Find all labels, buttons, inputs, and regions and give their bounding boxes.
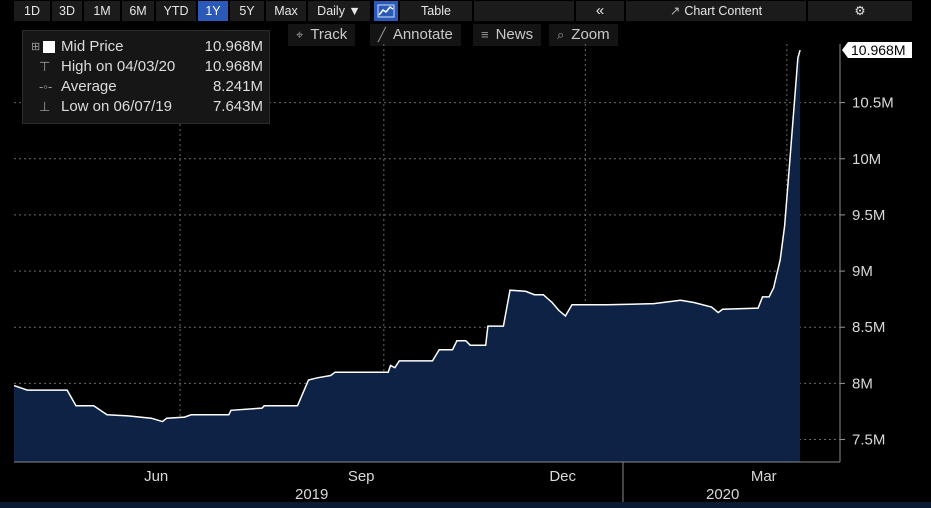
average-marker-icon: -◦-	[39, 79, 53, 94]
range-6m-button[interactable]: 6M	[122, 1, 154, 21]
x-tick-label: Sep	[348, 468, 375, 485]
news-label: News	[495, 26, 534, 43]
chart-content-button[interactable]: ↗ Chart Content	[626, 1, 806, 21]
chart-content-icon: ↗	[669, 4, 681, 18]
legend-row-mid-price[interactable]: ⊞ Mid Price 10.968M	[23, 37, 269, 57]
range-5y-button[interactable]: 5Y	[230, 1, 264, 21]
high-marker-icon: ⊤	[39, 59, 51, 74]
line-chart-icon[interactable]	[374, 1, 398, 21]
legend-label-average: Average	[61, 78, 117, 95]
y-tick-label: 10M	[852, 151, 881, 168]
legend-value-low: 7.643M	[212, 98, 263, 115]
legend-label-low: Low on 06/07/19	[61, 98, 172, 115]
range-3d-button[interactable]: 3D	[52, 1, 82, 21]
year-label-2019: 2019	[295, 486, 328, 503]
bottom-strip	[0, 502, 931, 508]
y-tick-label: 7.5M	[852, 432, 885, 449]
zoom-label: Zoom	[571, 26, 610, 43]
legend-swatch	[43, 41, 55, 53]
range-ytd-button[interactable]: YTD	[156, 1, 196, 21]
range-max-button[interactable]: Max	[266, 1, 306, 21]
range-1d-button[interactable]: 1D	[14, 1, 50, 21]
y-tick-label: 10.5M	[852, 95, 894, 112]
y-tick-label: 9M	[852, 263, 873, 280]
crosshair-icon: ⌖	[296, 27, 304, 42]
annotate-tool[interactable]: ╱ Annotate	[370, 24, 461, 46]
price-area-fill	[14, 50, 801, 462]
gear-icon[interactable]: ⚙	[808, 1, 912, 21]
legend-panel: ⊞ Mid Price 10.968M ⊤ High on 04/03/20 1…	[22, 30, 270, 124]
y-tick-label: 9.5M	[852, 207, 885, 224]
news-icon: ≡	[481, 27, 489, 42]
table-button[interactable]: Table	[400, 1, 472, 21]
track-tool[interactable]: ⌖ Track	[288, 24, 356, 46]
legend-label-mid: Mid Price	[61, 38, 124, 55]
legend-row-average: -◦- Average 8.241M	[23, 77, 269, 97]
zoom-icon: ⌕	[557, 27, 565, 42]
legend-row-low: ⊥ Low on 06/07/19 7.643M	[23, 97, 269, 117]
x-tick-label: Dec	[549, 468, 576, 485]
y-tick-label: 8.5M	[852, 319, 885, 336]
low-marker-icon: ⊥	[39, 99, 51, 114]
legend-value-high: 10.968M	[204, 58, 263, 75]
pencil-icon: ╱	[378, 27, 386, 42]
legend-row-high: ⊤ High on 04/03/20 10.968M	[23, 57, 269, 77]
toolbar-spacer	[474, 1, 574, 21]
x-tick-label: Mar	[751, 468, 777, 485]
y-tick-label: 8M	[852, 375, 873, 392]
period-dropdown[interactable]: Daily ▼	[308, 1, 370, 21]
legend-value-mid: 10.968M	[204, 38, 263, 55]
annotate-label: Annotate	[392, 26, 453, 43]
top-toolbar: 1D 3D 1M 6M YTD 1Y 5Y Max Daily ▼ Table …	[0, 0, 931, 22]
range-1m-button[interactable]: 1M	[84, 1, 120, 21]
square-swatch-icon: ⊞	[31, 41, 41, 53]
collapse-icon[interactable]: «	[576, 1, 624, 21]
legend-value-average: 8.241M	[212, 78, 263, 95]
chart-content-label: Chart Content	[684, 4, 763, 18]
price-line	[13, 49, 801, 423]
track-label: Track	[310, 26, 348, 43]
legend-label-high: High on 04/03/20	[61, 58, 176, 75]
last-value-box	[842, 42, 912, 59]
range-1y-button[interactable]: 1Y	[198, 1, 228, 21]
x-tick-label: Jun	[144, 468, 168, 485]
zoom-tool[interactable]: ⌕ Zoom	[549, 24, 618, 46]
news-tool[interactable]: ≡ News	[473, 24, 542, 46]
last-value-label: 10.968M	[851, 42, 905, 58]
year-label-2020: 2020	[706, 486, 739, 503]
